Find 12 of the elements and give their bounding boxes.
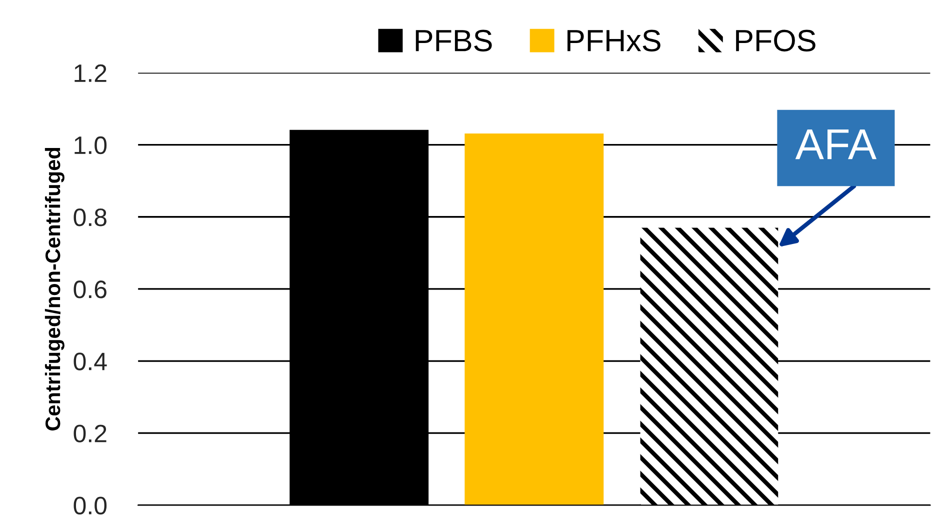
y-tick-label: 0.2 bbox=[74, 424, 106, 442]
annotation: AFA bbox=[795, 130, 877, 160]
y-tick-label: 1.2 bbox=[74, 64, 106, 82]
y-tick-label: 0.8 bbox=[74, 208, 106, 226]
legend-label: PFBS bbox=[416, 30, 492, 52]
y-tick-label: 0.0 bbox=[74, 496, 107, 514]
y-tick-label: 0.4 bbox=[74, 352, 107, 370]
legend-label: PFOS bbox=[736, 30, 816, 52]
y-tick-label: 0.6 bbox=[74, 280, 106, 298]
y-axis-title: Centrifuged/non-Centrifuged bbox=[44, 148, 64, 430]
y-tick-label: 1.0 bbox=[74, 136, 107, 154]
legend-label: PFHxS bbox=[568, 30, 660, 52]
